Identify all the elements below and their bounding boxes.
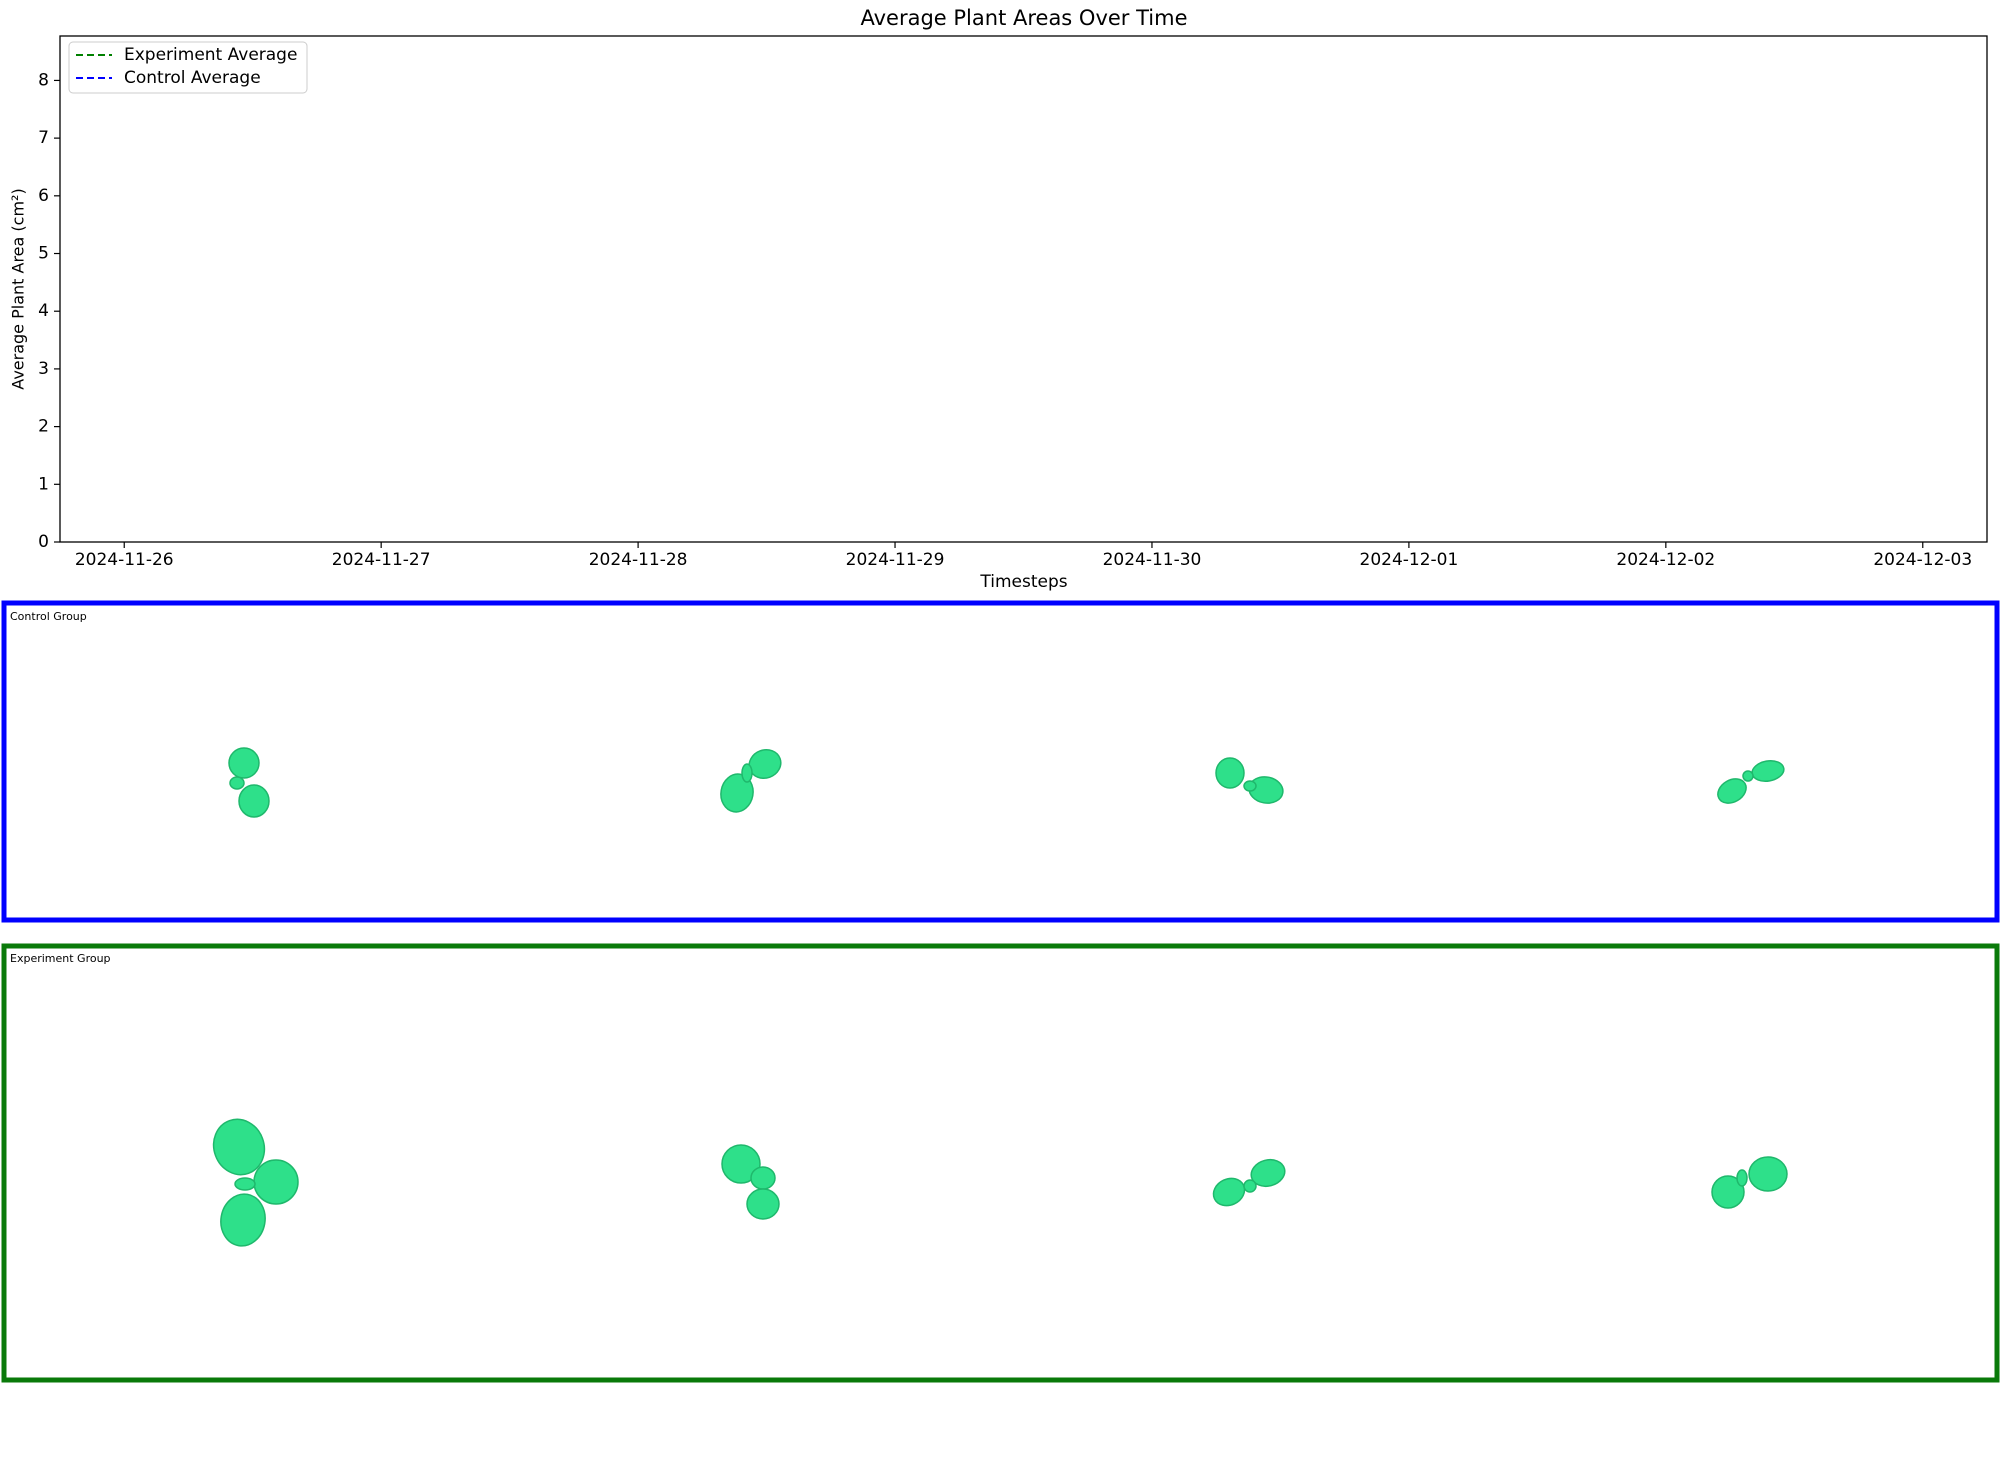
seedling-leaf: [1250, 1158, 1286, 1188]
seedling-leaf: [746, 1188, 780, 1220]
x-tick-label: 2024-12-01: [1360, 550, 1459, 570]
x-tick-label: 2024-11-28: [589, 550, 688, 570]
seedling-leaf: [1243, 780, 1257, 792]
y-axis-label: Average Plant Area (cm²): [9, 188, 28, 389]
panel-border: [1, 600, 2000, 923]
legend-label: Experiment Average: [124, 45, 297, 65]
y-tick-label: 3: [38, 359, 49, 379]
seedling-leaf: [220, 1193, 266, 1247]
y-tick-label: 1: [38, 474, 49, 494]
panel-border: [1, 943, 2000, 1383]
legend-label: Control Average: [124, 68, 261, 88]
y-tick-label: 2: [38, 417, 49, 437]
seedling-leaf: [253, 1159, 299, 1205]
panel-label: Experiment Group: [10, 952, 111, 965]
x-tick-label: 2024-11-26: [75, 550, 174, 570]
seedling-leaf: [234, 1177, 256, 1191]
seedling-leaf: [1736, 1169, 1748, 1187]
seedling-leaf: [1711, 1175, 1745, 1209]
seedling-leaf: [1748, 1156, 1788, 1192]
seedling-leaf: [1742, 770, 1754, 782]
x-tick-label: 2024-12-03: [1873, 550, 1972, 570]
seedling-leaf: [721, 1144, 761, 1184]
seedling-leaf: [720, 773, 754, 813]
legend: [68, 41, 308, 94]
y-tick-label: 8: [38, 70, 49, 90]
x-tick-label: 2024-12-02: [1616, 550, 1715, 570]
seedling-leaf: [228, 747, 260, 779]
x-tick-label: 2024-11-27: [332, 550, 431, 570]
y-tick-label: 4: [38, 301, 49, 321]
x-tick-label: 2024-11-30: [1103, 550, 1202, 570]
panel-label: Control Group: [10, 610, 87, 623]
y-tick-label: 6: [38, 186, 49, 206]
seedling-leaf: [1243, 1179, 1257, 1193]
y-tick-label: 0: [38, 532, 49, 552]
seedling-leaf: [212, 1118, 266, 1176]
seedling-leaf: [750, 1166, 776, 1190]
seedling-leaf: [741, 763, 753, 783]
seedling-leaf: [1717, 778, 1747, 804]
plot-frame: [59, 35, 1988, 543]
seedling-leaf: [238, 784, 270, 818]
y-tick-label: 5: [38, 244, 49, 264]
y-tick-label: 7: [38, 128, 49, 148]
x-axis-label: Timesteps: [979, 572, 1067, 592]
seedling-leaf: [1215, 757, 1245, 789]
control-panel: Control Group: [1, 600, 2000, 923]
experiment-panel: Experiment Group: [1, 943, 2000, 1383]
seedling-leaf: [229, 776, 245, 790]
chart-title: Average Plant Areas Over Time: [860, 6, 1187, 30]
x-tick-label: 2024-11-29: [846, 550, 945, 570]
